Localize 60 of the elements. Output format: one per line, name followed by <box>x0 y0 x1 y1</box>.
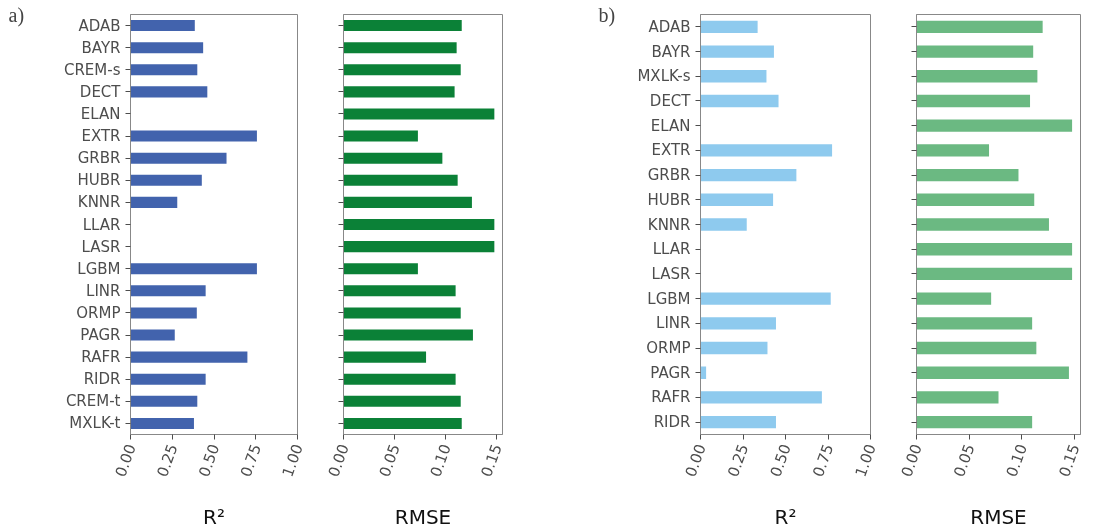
y-tick-label: ORMP <box>646 339 691 358</box>
y-tick-label: EXTR <box>651 141 691 160</box>
x-tick-label: 0.10 <box>1002 441 1032 480</box>
y-tick-label: LGBM <box>647 289 691 308</box>
x-tick-label: 0.05 <box>950 441 979 480</box>
x-axis-title: R² <box>203 504 225 529</box>
y-tick-label: LLAR <box>82 215 121 234</box>
y-tick-label: LASR <box>651 264 691 283</box>
x-tick-label: 0.00 <box>111 441 140 480</box>
y-tick-label: ELAN <box>650 116 691 135</box>
y-tick-label: LGBM <box>77 259 121 278</box>
x-tick-label: 0.25 <box>724 441 753 480</box>
y-tick-label: KNNR <box>647 215 691 234</box>
y-tick-label: HUBR <box>647 190 691 209</box>
x-tick-label: 1.00 <box>278 441 307 480</box>
y-tick-label: CREM-s <box>63 60 121 79</box>
y-tick-label: MXLK-t <box>69 414 121 433</box>
text: a) <box>8 3 25 27</box>
y-tick-label: KNNR <box>77 193 121 212</box>
y-tick-label: RAFR <box>651 388 691 407</box>
y-tick-label: ADAB <box>78 16 121 35</box>
y-tick-label: LINR <box>656 314 691 333</box>
x-tick-label: 0.75 <box>236 441 266 480</box>
x-tick-label: 0.50 <box>195 441 224 480</box>
y-tick-label: DECT <box>649 91 692 110</box>
y-tick-label: ADAB <box>648 17 691 36</box>
y-tick-label: GRBR <box>77 149 121 168</box>
x-tick-label: 0.10 <box>426 441 455 480</box>
x-axis-title: RMSE <box>394 504 452 529</box>
x-tick-label: 0.00 <box>681 441 710 480</box>
y-tick-label: GRBR <box>647 166 691 185</box>
y-tick-label: MXLK-s <box>637 67 691 86</box>
y-tick-label: PAGR <box>650 363 691 382</box>
y-tick-label: PAGR <box>80 326 121 345</box>
y-tick-label: RIDR <box>653 413 691 432</box>
y-tick-label: BAYR <box>651 42 691 61</box>
y-tick-label: LASR <box>81 237 121 256</box>
y-tick-label: EXTR <box>81 127 121 146</box>
x-axis-title: R² <box>774 504 797 529</box>
y-tick-label: CREM-t <box>65 392 121 411</box>
y-tick-label: RAFR <box>81 348 121 367</box>
y-tick-label: BAYR <box>81 38 121 57</box>
x-tick-label: 0.50 <box>766 441 795 480</box>
y-tick-label: DECT <box>79 82 122 101</box>
y-tick-label: HUBR <box>77 171 121 190</box>
y-tick-label: LLAR <box>652 240 691 259</box>
x-tick-label: 0.05 <box>375 441 404 480</box>
x-tick-label: 0.75 <box>809 441 838 480</box>
y-tick-label: ORMP <box>76 303 121 322</box>
x-tick-label: 0.25 <box>153 441 182 480</box>
x-tick-label: 0.15 <box>477 441 506 480</box>
y-tick-label: RIDR <box>83 370 121 389</box>
x-tick-label: 0.00 <box>324 441 353 480</box>
y-tick-label: ELAN <box>80 104 121 123</box>
x-axis-title: RMSE <box>970 504 1027 529</box>
x-tick-label: 0.15 <box>1055 441 1084 480</box>
x-tick-label: 0.00 <box>897 441 926 480</box>
y-tick-label: LINR <box>86 281 121 300</box>
text: b) <box>598 3 616 27</box>
x-tick-label: 1.00 <box>851 441 880 480</box>
